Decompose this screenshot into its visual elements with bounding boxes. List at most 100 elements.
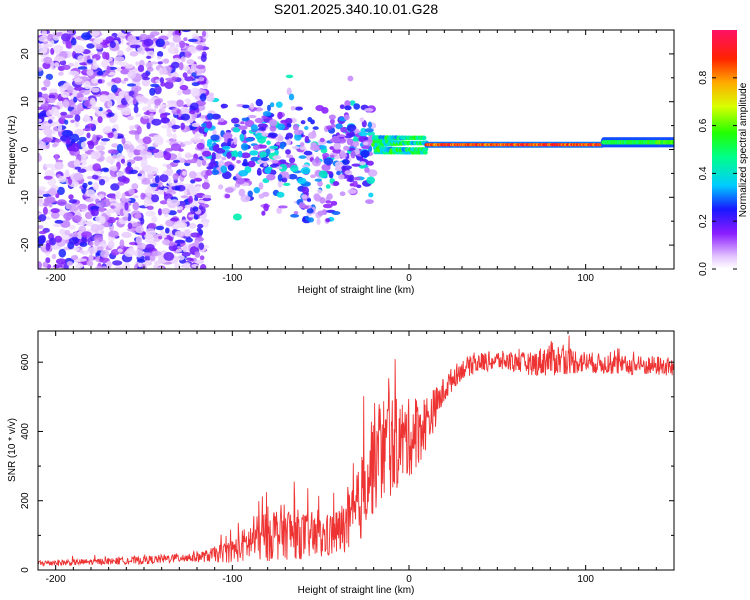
spectrogram-cell (245, 137, 254, 142)
spectrogram-cell (206, 121, 213, 129)
spectrogram-cell (278, 164, 288, 172)
spectrogram-cell (200, 264, 207, 269)
spectrogram-cell (276, 123, 286, 130)
spectrogram-cell (65, 40, 72, 49)
spectrogram-cell (240, 121, 245, 125)
spectrogram-cell (181, 252, 191, 257)
spectrogram-cell (95, 145, 106, 151)
spectrogram-cell (98, 206, 105, 213)
spectrogram-cell (335, 123, 343, 130)
spectrogram-cell (208, 92, 215, 97)
spectrogram-cell (268, 132, 278, 138)
spectrogram-cell (279, 142, 285, 150)
spectrogram-cell (188, 38, 198, 43)
spectrogram-cell (292, 123, 299, 131)
spectrogram-cell (352, 180, 358, 187)
spectrogram-cell (224, 187, 234, 193)
spectrogram-cell (241, 162, 250, 167)
spectrogram-cell (165, 219, 175, 227)
spectrogram-cell (286, 87, 292, 96)
spectrogram-cell (128, 130, 139, 135)
spectrogram-cell (283, 182, 291, 186)
spectrogram-cell (116, 67, 121, 72)
spectrogram-cell (336, 170, 341, 176)
spectrogram-cell (56, 31, 63, 36)
spectrogram-cell (146, 169, 152, 175)
spectrogram-cell (137, 64, 145, 72)
spectrogram-xtick-label: -100 (222, 273, 242, 284)
spectrogram-cell (107, 208, 114, 213)
spectrogram-cell (42, 206, 48, 215)
spectrogram-cell (174, 230, 185, 238)
spectrogram-cell (135, 95, 146, 102)
spectrogram-cell (85, 189, 96, 197)
spectrogram-cell (95, 43, 103, 50)
spectrogram-cell (47, 97, 56, 104)
spectrogram-cell (140, 217, 145, 225)
spectrogram-cell (178, 62, 184, 71)
spectrogram-cell (299, 145, 306, 151)
spectrogram-cell (68, 194, 74, 200)
spectrogram-cell (340, 127, 348, 133)
spectrogram-cell (125, 166, 131, 172)
spectrogram-cell (155, 225, 165, 231)
spectrogram-cell (304, 135, 310, 143)
spectrogram-cell (92, 106, 100, 110)
spectrogram-cell (210, 161, 218, 168)
spectrogram-cell (294, 133, 302, 141)
spectrogram-cell (206, 95, 215, 102)
spectrogram-cell (98, 194, 105, 199)
spectrogram-cell (340, 152, 348, 159)
spectrogram-cell (159, 174, 169, 183)
colorbar-gradient (712, 30, 737, 269)
spectrogram-cell (315, 156, 320, 164)
spectrogram-cell (47, 177, 57, 187)
spectrogram-cell (207, 139, 213, 145)
spectrogram-cell (43, 56, 53, 64)
spectrogram-cell (146, 205, 154, 210)
spectrogram-cell (167, 121, 173, 128)
spectrogram-cell (38, 97, 46, 105)
spectrogram-cell (149, 254, 156, 262)
spectrogram-cell (259, 151, 267, 159)
spectrogram-cell (231, 156, 236, 161)
spectrogram-xtick-label: 0 (406, 273, 412, 284)
spectrogram-cell (121, 136, 126, 145)
spectrogram-cell (127, 70, 136, 79)
spectrogram-cell (196, 142, 205, 150)
colorbar-tick-label: 0.2 (698, 214, 709, 228)
snr-ytick-label: 0 (20, 567, 31, 573)
spectrogram-cell (184, 98, 191, 103)
spectrogram-cell (141, 72, 149, 79)
spectrogram-cell (275, 101, 283, 108)
spectrogram-cell (38, 67, 43, 72)
spectrogram-cell (184, 154, 196, 158)
spectrogram-cell (59, 60, 67, 66)
spectrogram-cell (341, 159, 350, 165)
spectrogram-cell (343, 114, 350, 121)
spectrogram-cell (77, 204, 88, 210)
spectrogram-cell (122, 177, 130, 184)
spectrogram-cell (151, 194, 160, 203)
spectrogram-cell (349, 100, 356, 106)
spectrogram-cell (300, 120, 306, 125)
spectrogram-cell (132, 222, 140, 228)
spectrogram-cell (68, 203, 79, 212)
spectrogram-cell (78, 136, 87, 142)
spectrogram-cell (182, 72, 188, 78)
spectrogram-cell (252, 144, 260, 151)
spectrogram-cell (90, 78, 99, 84)
spectrogram-cell (124, 64, 134, 69)
spectrogram-cell (159, 200, 168, 205)
spectrogram-cell (168, 242, 175, 247)
spectrogram-cell (134, 213, 142, 219)
spectrogram-cell (68, 70, 79, 76)
spectrogram-cell (202, 197, 212, 202)
spectrogram-cell (149, 183, 159, 188)
spectrogram-cell (364, 167, 370, 173)
spectrogram-cell (144, 260, 153, 266)
spectrogram-cell (122, 263, 130, 269)
spectrogram-cell (301, 194, 308, 199)
spectrogram-cell (151, 118, 162, 126)
